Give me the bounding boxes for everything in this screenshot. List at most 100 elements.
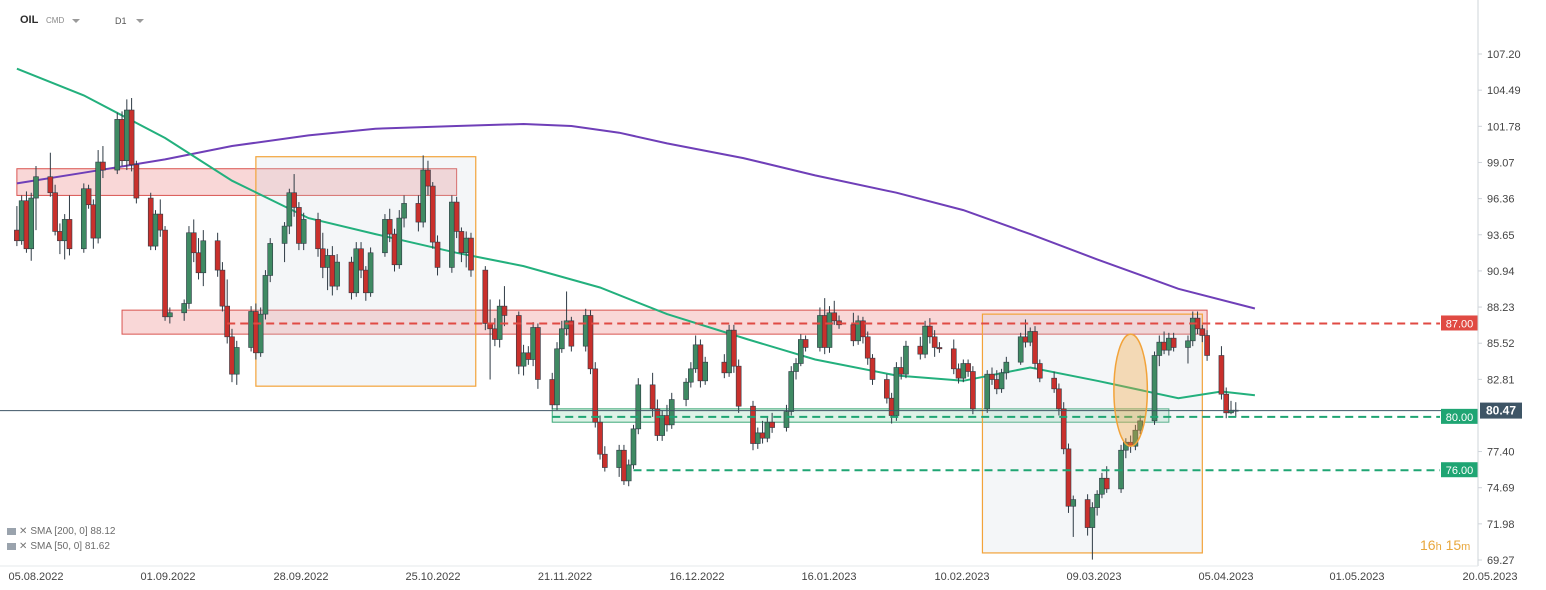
- candle-body: [219, 269, 226, 307]
- timeframe-dropdown-icon[interactable]: [136, 19, 144, 23]
- candle-timer: 16h 15m: [1420, 537, 1470, 553]
- x-tick-label: 16.01.2023: [801, 571, 856, 583]
- y-tick-label: 101.78: [1487, 121, 1521, 133]
- candle-body: [334, 261, 340, 287]
- candle-body: [463, 237, 470, 254]
- candle-body: [525, 352, 532, 360]
- candle-body: [85, 188, 92, 206]
- candle-body: [52, 192, 58, 232]
- candle-body: [1051, 377, 1057, 390]
- candle-body: [319, 248, 326, 268]
- candle-body: [888, 397, 895, 416]
- candle-body: [625, 464, 632, 482]
- x-tick-label: 21.11.2022: [538, 571, 592, 583]
- candle-body: [324, 255, 331, 268]
- candle-body: [1056, 388, 1062, 410]
- indicator-settings-icon[interactable]: [7, 527, 16, 535]
- candle-body: [124, 109, 130, 162]
- timeframe-label[interactable]: D1: [115, 16, 127, 26]
- candle-body: [793, 363, 799, 372]
- x-tick-label: 10.02.2023: [934, 571, 989, 583]
- legend-sma50-label: SMA [50, 0] 81.62: [30, 541, 110, 552]
- x-tick-label: 25.10.2022: [405, 571, 460, 583]
- candle-body: [1065, 448, 1072, 507]
- candle-body: [61, 219, 68, 242]
- indicator-settings-icon[interactable]: [7, 542, 16, 550]
- candle-body: [186, 232, 192, 304]
- candle-body: [492, 328, 498, 340]
- y-tick-label: 69.27: [1487, 555, 1515, 567]
- candle-body: [993, 379, 1000, 390]
- candle-body: [602, 453, 608, 468]
- candle-body: [1037, 363, 1043, 379]
- x-tick-label: 28.09.2022: [273, 571, 328, 583]
- candle-body: [688, 368, 694, 383]
- candle-body: [391, 233, 398, 266]
- candle-body: [1022, 336, 1029, 343]
- candle-body: [315, 219, 321, 250]
- candle-body: [501, 305, 508, 316]
- candle-body: [401, 203, 407, 219]
- candle-body: [1185, 340, 1191, 348]
- candle-body: [869, 357, 876, 380]
- candle-body: [817, 315, 823, 348]
- candle-body: [100, 161, 106, 171]
- candle-body: [1099, 477, 1105, 495]
- candle-body: [558, 328, 565, 350]
- candle-body: [1161, 341, 1167, 351]
- candle-body: [965, 363, 971, 372]
- candle-body: [659, 415, 665, 436]
- legend-sma200[interactable]: ✕ SMA [200, 0] 88.12: [7, 526, 115, 537]
- y-tick-label: 85.52: [1487, 338, 1515, 350]
- candle-body: [95, 161, 101, 239]
- candle-body: [482, 269, 489, 324]
- timer-hours: 16: [1420, 537, 1436, 553]
- candle-body: [535, 327, 541, 380]
- legend-sma50[interactable]: ✕ SMA [50, 0] 81.62: [7, 541, 110, 552]
- candle-body: [563, 320, 570, 330]
- y-tick-label: 74.69: [1487, 483, 1515, 495]
- candle-body: [167, 312, 173, 318]
- levels: 87.00 80.00 76.00 80.47: [0, 315, 1522, 478]
- candle-body: [960, 363, 967, 379]
- candle-body: [449, 201, 455, 268]
- sma50-line: [16, 67, 1256, 400]
- candle-body: [18, 200, 25, 242]
- current-price-label: 80.47: [1486, 404, 1516, 418]
- candle-body: [587, 315, 594, 370]
- candle-body: [1017, 336, 1024, 363]
- candle-body: [692, 344, 699, 370]
- candle-body: [367, 252, 374, 294]
- x-tick-label: 20.05.2023: [1462, 571, 1517, 583]
- candle-body: [57, 231, 63, 242]
- candle-body: [162, 229, 168, 318]
- candle-body: [229, 336, 235, 375]
- candle-body: [233, 347, 240, 375]
- candle-body: [267, 243, 274, 276]
- candle-body: [348, 261, 355, 294]
- level-tag: [1441, 462, 1478, 478]
- candle-body: [133, 164, 140, 199]
- candle-body: [821, 315, 828, 348]
- symbol-label[interactable]: OIL: [20, 14, 39, 26]
- candle-body: [917, 345, 924, 355]
- remove-indicator-icon[interactable]: ✕: [19, 526, 28, 537]
- candle-body: [788, 371, 795, 412]
- candle-body: [616, 449, 622, 468]
- candle-body: [458, 231, 465, 254]
- symbol-dropdown-icon[interactable]: [72, 19, 80, 23]
- candle-body: [936, 347, 943, 350]
- remove-indicator-icon[interactable]: ✕: [19, 541, 28, 552]
- y-tick-label: 82.81: [1487, 374, 1515, 386]
- candle-body: [630, 428, 637, 466]
- candle-body: [754, 432, 761, 444]
- candle-body: [668, 399, 675, 426]
- candle-body: [190, 232, 197, 254]
- candle-body: [114, 119, 121, 171]
- candle-body: [955, 368, 962, 379]
- x-tick-label: 01.09.2022: [140, 571, 195, 583]
- candle-body: [425, 169, 431, 187]
- candle-body: [195, 252, 202, 274]
